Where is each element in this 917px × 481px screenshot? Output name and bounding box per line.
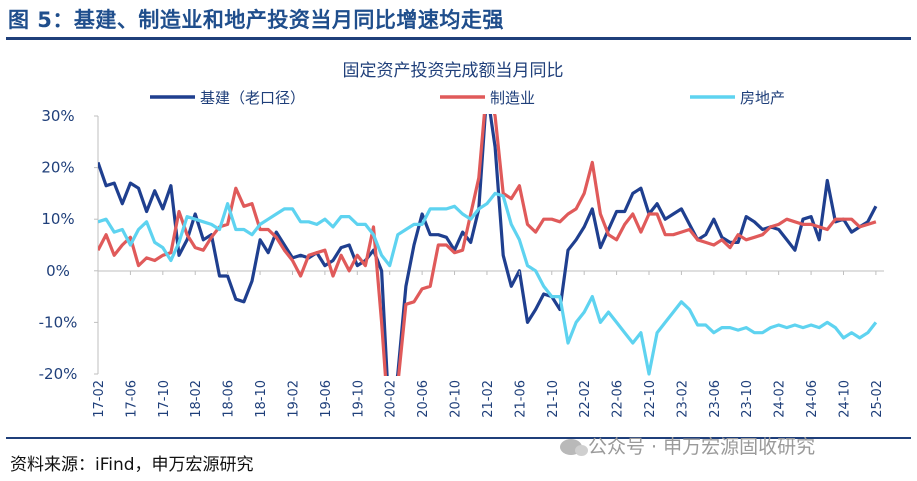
x-tick-label: 25-02 [870, 380, 885, 418]
wechat-icon [560, 439, 588, 456]
x-tick-label: 20-10 [449, 380, 464, 418]
watermark-text: 公众号 · 申万宏源固收研究 [588, 436, 816, 458]
chart-title: 固定资产投资完成额当月同比 [343, 61, 564, 81]
y-tick-label: 0% [46, 262, 70, 280]
x-tick-label: 17-06 [124, 380, 139, 418]
x-tick-label: 18-06 [222, 380, 237, 418]
x-tick-label: 22-06 [611, 380, 626, 418]
series-layer [98, 114, 878, 376]
x-axis-ticks: 17-02 17-06 17-10 18-02 18-06 18-10 19-02 19-06… [92, 271, 885, 418]
x-tick-label: 23-10 [740, 380, 755, 418]
figure-title: 图 5：基建、制造业和地产投资当月同比增速均走强 [8, 8, 504, 32]
series-line-2 [98, 114, 877, 376]
x-tick-label: 24-10 [837, 380, 852, 418]
y-axis-ticks: 30% 20% 10% 0% -10% -20% [39, 107, 98, 383]
x-tick-label: 19-06 [319, 380, 334, 418]
source-note: 资料来源：iFind，申万宏源研究 [10, 455, 254, 475]
legend-label: 房地产 [740, 89, 785, 107]
y-tick-label: 10% [41, 210, 74, 228]
legend-label: 基建（老口径） [200, 89, 305, 107]
watermark: 公众号 · 申万宏源固收研究 [560, 432, 815, 459]
y-tick-label: 30% [41, 107, 74, 125]
x-tick-label: 21-06 [513, 380, 528, 418]
x-tick-label: 24-02 [773, 380, 788, 418]
legend: 基建（老口径） 制造业 房地产 [150, 89, 785, 107]
y-tick-label: 20% [41, 159, 74, 177]
y-tick-label: -10% [39, 313, 78, 331]
x-tick-label: 21-10 [546, 380, 561, 418]
x-tick-label: 23-02 [675, 380, 690, 418]
x-tick-label: 20-02 [384, 380, 399, 418]
x-tick-label: 23-06 [708, 380, 723, 418]
x-tick-label: 22-02 [578, 380, 593, 418]
y-tick-label: -20% [39, 365, 78, 383]
x-tick-label: 18-02 [189, 380, 204, 418]
x-tick-label: 18-10 [254, 380, 269, 418]
x-tick-label: 20-06 [416, 380, 431, 418]
x-tick-label: 17-02 [92, 380, 107, 418]
x-tick-label: 19-10 [351, 380, 366, 418]
x-tick-label: 24-06 [805, 380, 820, 418]
x-tick-label: 19-02 [286, 380, 301, 418]
series-line-3 [98, 191, 878, 376]
x-tick-label: 17-10 [157, 380, 172, 418]
title-rule [6, 37, 911, 40]
legend-label: 制造业 [490, 89, 535, 107]
series-line-1 [98, 114, 878, 376]
x-tick-label: 22-10 [643, 380, 658, 418]
x-tick-label: 21-02 [481, 380, 496, 418]
footer-rule [6, 437, 911, 439]
